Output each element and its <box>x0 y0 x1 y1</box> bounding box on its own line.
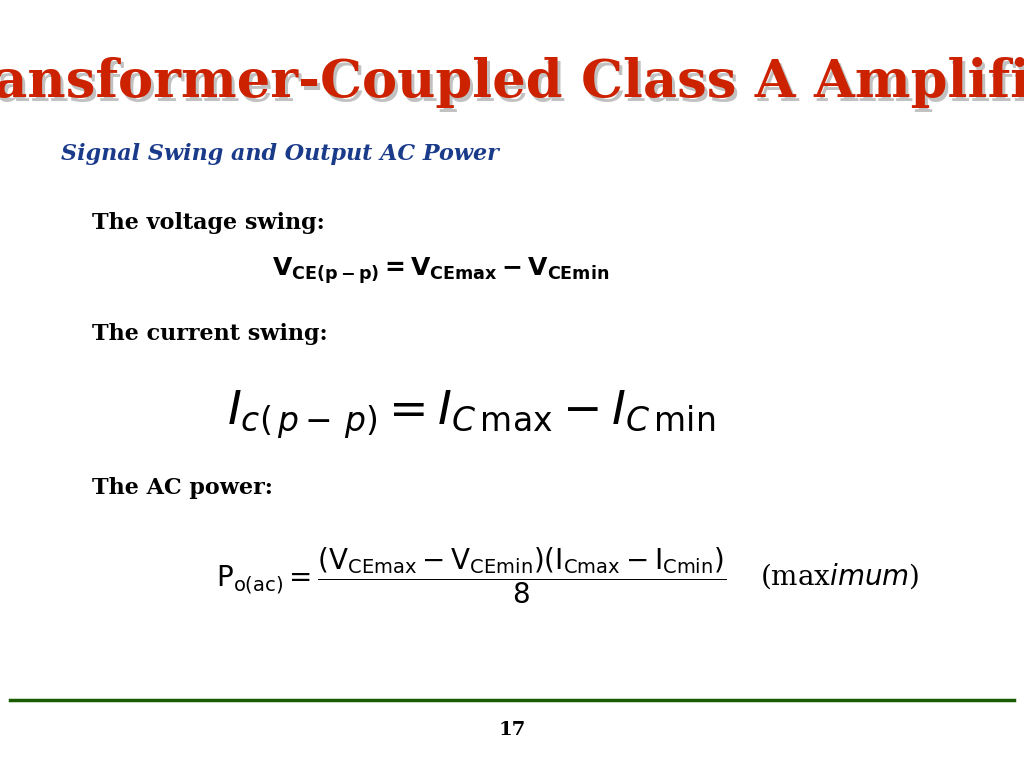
Text: $\mathbf{V_{CE(p-p)} = V_{CEmax} - V_{CEmin}}$: $\mathbf{V_{CE(p-p)} = V_{CEmax} - V_{CE… <box>271 256 609 286</box>
Text: The AC power:: The AC power: <box>92 477 273 498</box>
Text: $\mathrm{P_{o(ac)}} = \dfrac{(\mathrm{V_{CEmax} - V_{CEmin}})(\mathrm{I_{Cmax} -: $\mathrm{P_{o(ac)}} = \dfrac{(\mathrm{V_… <box>216 546 726 606</box>
Text: 17: 17 <box>499 720 525 739</box>
Text: The voltage swing:: The voltage swing: <box>92 212 325 233</box>
Text: $I_{c(\,p-\,p)} = I_{C\,\mathrm{max}} - I_{C\,\mathrm{min}}$: $I_{c(\,p-\,p)} = I_{C\,\mathrm{max}} - … <box>227 389 715 441</box>
Text: The current swing:: The current swing: <box>92 323 328 345</box>
Text: Signal Swing and Output AC Power: Signal Swing and Output AC Power <box>61 143 500 164</box>
Text: (max$\mathit{imum}$): (max$\mathit{imum}$) <box>760 561 920 591</box>
Text: Transformer-Coupled Class A Amplifier: Transformer-Coupled Class A Amplifier <box>0 58 1024 108</box>
Text: Transformer-Coupled Class A Amplifier: Transformer-Coupled Class A Amplifier <box>0 61 1024 111</box>
